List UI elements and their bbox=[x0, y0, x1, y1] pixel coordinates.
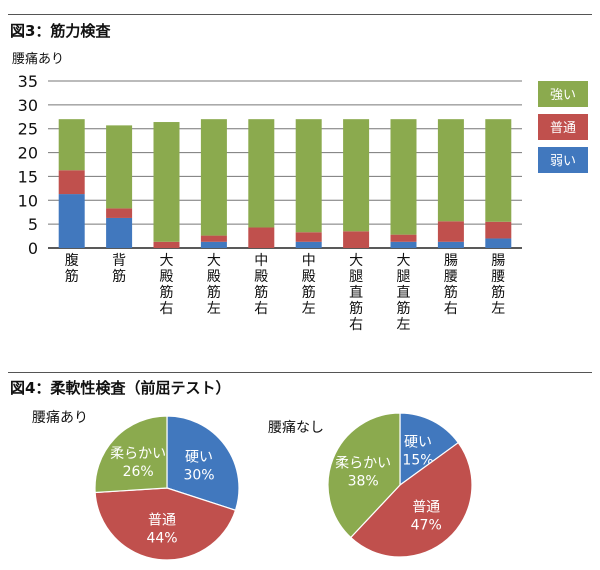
bar-segment bbox=[58, 119, 85, 171]
bar-segment bbox=[106, 208, 133, 218]
x-tick-label: 腸腰筋左 bbox=[491, 253, 505, 317]
x-tick-label: 腸腰筋右 bbox=[444, 253, 458, 317]
pie-slice bbox=[399, 412, 460, 487]
bar-segment bbox=[485, 221, 512, 239]
x-tick-label: 腹筋 bbox=[65, 252, 79, 285]
y-tick-label: 25 bbox=[18, 120, 38, 139]
slice-value: 38% bbox=[348, 473, 379, 489]
bar-segment bbox=[106, 125, 133, 209]
y-tick-label: 20 bbox=[18, 144, 38, 163]
x-tick-label: 大腿直筋左 bbox=[397, 253, 411, 333]
slice-value: 15% bbox=[402, 453, 433, 469]
slice-value: 47% bbox=[411, 518, 442, 534]
x-tick-label: 大殿筋右 bbox=[160, 253, 174, 317]
legend-swatch bbox=[538, 81, 588, 107]
bar-segment bbox=[58, 170, 85, 195]
x-tick-label: 大腿直筋右 bbox=[349, 253, 363, 333]
bar-segment bbox=[200, 119, 227, 236]
slice-value: 44% bbox=[146, 530, 177, 546]
legend-swatch bbox=[538, 114, 588, 140]
pie-slice bbox=[94, 487, 237, 561]
bar-segment bbox=[295, 119, 322, 233]
pie-title: 腰痛なし bbox=[268, 419, 324, 436]
pie-slice bbox=[94, 415, 168, 494]
fig4-title: 図4：柔軟性検査（前屈テスト） bbox=[10, 379, 231, 397]
bar-segment bbox=[343, 231, 370, 248]
slice-label: 硬い bbox=[185, 450, 213, 466]
x-tick-label: 中殿筋左 bbox=[302, 253, 316, 317]
bar-segment bbox=[485, 238, 512, 248]
y-tick-label: 30 bbox=[18, 96, 38, 115]
bar-chart: 腰痛あり 0 5 10 15 20 25 30 35 腹筋 背筋 大殿筋右 大殿筋左 中殿筋右 中殿筋左 大腿… bbox=[12, 51, 588, 333]
legend-swatch bbox=[538, 147, 588, 173]
x-tick-label: 中殿筋右 bbox=[254, 253, 268, 317]
y-tick-label: 0 bbox=[28, 239, 38, 258]
bar-segment bbox=[295, 241, 322, 248]
bar-segment bbox=[437, 241, 464, 248]
bar-segment bbox=[200, 241, 227, 248]
legend-label: 弱い bbox=[550, 154, 576, 169]
pie-slice bbox=[327, 412, 401, 539]
pie-slice bbox=[166, 415, 240, 512]
x-tick-label: 大殿筋左 bbox=[207, 253, 221, 317]
bar-segment bbox=[437, 119, 464, 222]
bar-segment bbox=[200, 235, 227, 242]
bar-segment bbox=[106, 217, 133, 248]
fig3-title: 図3：筋力検査 bbox=[10, 22, 111, 40]
bar-segment bbox=[295, 232, 322, 242]
slice-label: 柔らかい bbox=[110, 446, 166, 462]
legend-label: 普通 bbox=[550, 121, 576, 136]
bar-segment bbox=[58, 194, 85, 248]
slice-label: 普通 bbox=[148, 512, 176, 528]
y-axis-label: 腰痛あり bbox=[12, 51, 64, 67]
pie-slice bbox=[349, 441, 473, 558]
y-tick-label: 35 bbox=[18, 72, 38, 91]
slice-value: 26% bbox=[123, 464, 154, 480]
y-tick-label: 10 bbox=[18, 191, 38, 210]
slice-label: 柔らかい bbox=[335, 455, 391, 471]
bar-segment bbox=[485, 119, 512, 222]
slice-label: 硬い bbox=[404, 435, 432, 451]
slice-value: 30% bbox=[183, 468, 214, 484]
bar-segment bbox=[248, 119, 275, 228]
bar-segment bbox=[390, 119, 417, 235]
bar-segment bbox=[390, 241, 417, 248]
bar-segment bbox=[153, 241, 180, 248]
bar-segment bbox=[248, 227, 275, 248]
pie-title: 腰痛あり bbox=[32, 409, 88, 426]
fig3-top-rule bbox=[8, 14, 592, 15]
bar-segment bbox=[390, 234, 417, 242]
bar-segment bbox=[343, 119, 370, 232]
bar-segment bbox=[437, 221, 464, 242]
slice-label: 普通 bbox=[412, 500, 440, 516]
y-tick-label: 5 bbox=[28, 215, 38, 234]
legend-label: 強い bbox=[550, 88, 576, 103]
x-tick-label: 背筋 bbox=[112, 253, 126, 285]
bar-segment bbox=[153, 122, 180, 242]
y-tick-label: 15 bbox=[18, 167, 38, 186]
fig4-top-rule bbox=[8, 372, 592, 373]
